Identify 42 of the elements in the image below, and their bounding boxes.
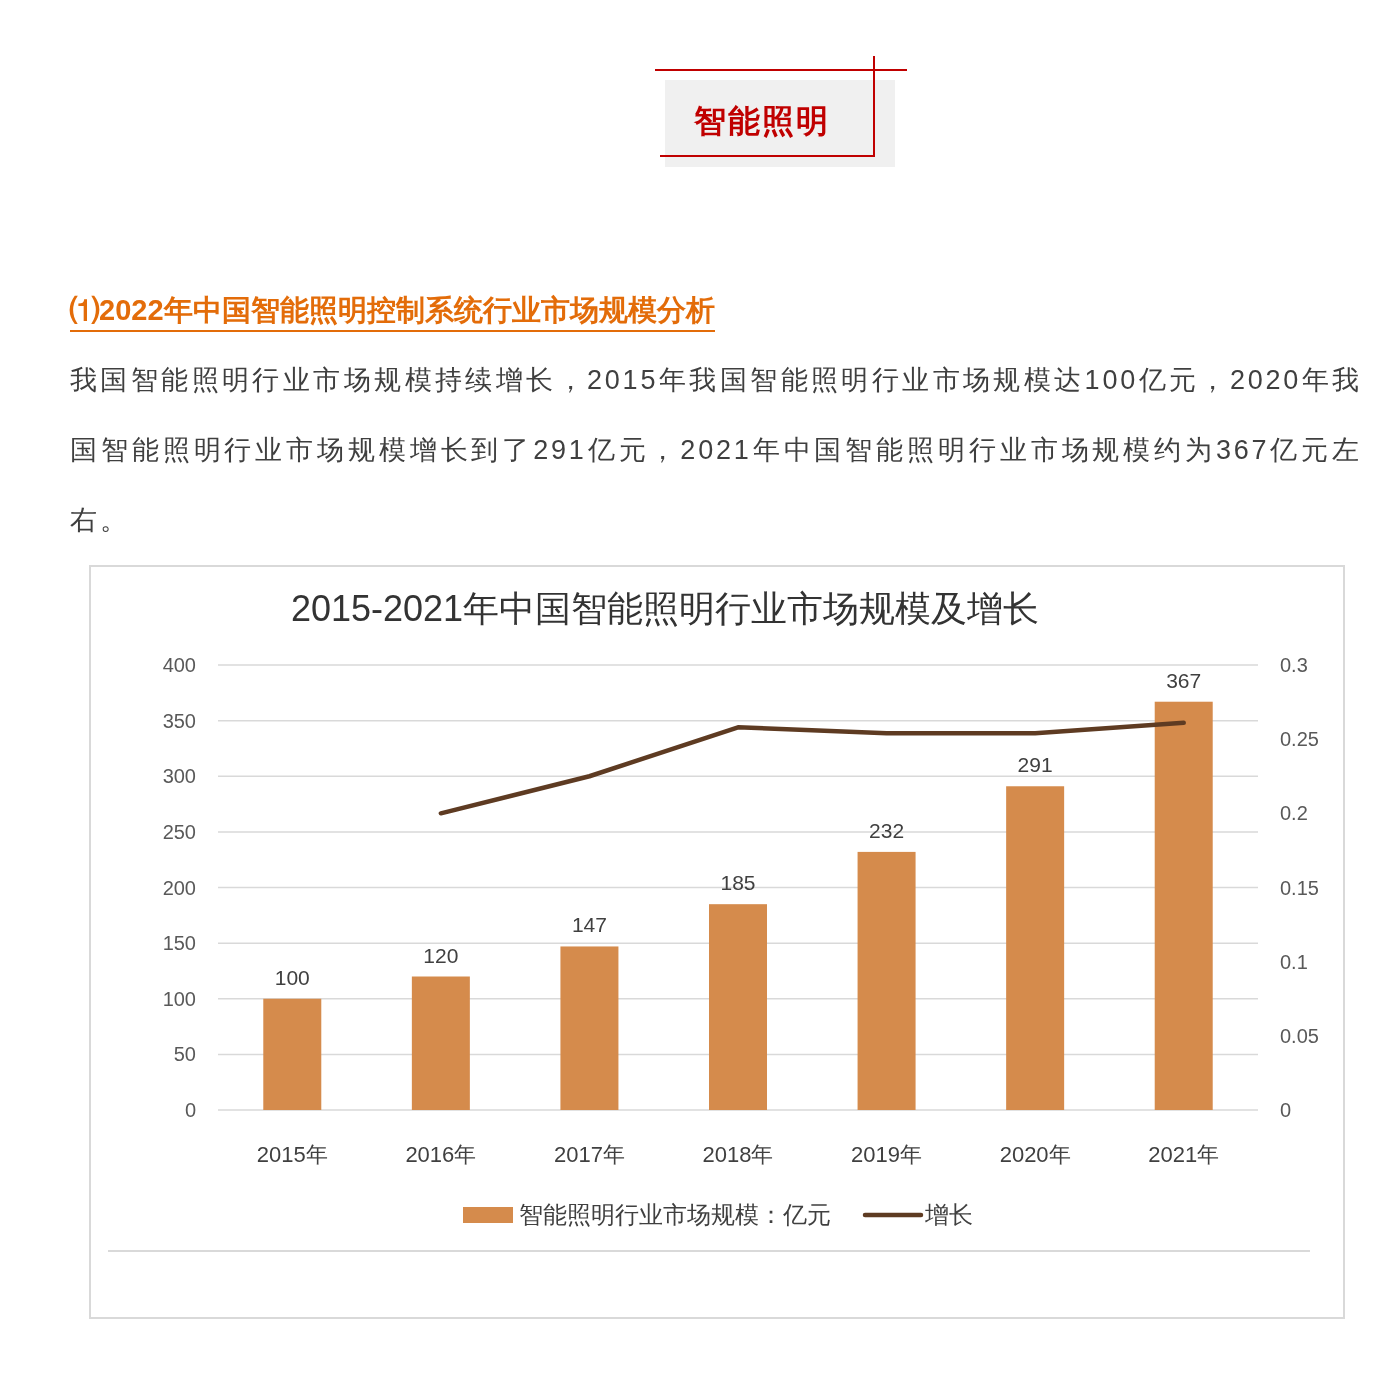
data-label: 185 [720, 871, 756, 895]
x-tick-label: 2018年 [702, 1142, 774, 1167]
bar [560, 946, 619, 1110]
y-tick-label: 350 [162, 709, 196, 732]
y-tick-label: 400 [162, 654, 196, 676]
y2-tick-label: 0.15 [1280, 876, 1319, 899]
bar [1006, 786, 1065, 1110]
y-tick-label: 250 [162, 820, 196, 843]
x-tick-label: 2019年 [851, 1142, 923, 1167]
y2-tick-label: 0.05 [1280, 1024, 1319, 1047]
data-label: 367 [1166, 668, 1202, 692]
bar [857, 851, 916, 1110]
x-tick-label: 2020年 [999, 1142, 1071, 1167]
bar [709, 904, 767, 1110]
y2-tick-label: 0.2 [1280, 802, 1308, 825]
data-label: 232 [869, 818, 905, 842]
chart-title: 2015-2021年中国智能照明行业市场规模及增长 [290, 588, 1040, 629]
data-label: 100 [274, 965, 310, 989]
bar [411, 976, 470, 1110]
text: ⑴2022年中国智能照明控制系统行业市场规模分析 [70, 290, 715, 332]
legend-label: 增长 [924, 1201, 973, 1228]
legend-label: 智能照明行业市场规模：亿元 [519, 1201, 831, 1228]
x-tick-label: 2016年 [405, 1142, 477, 1167]
y-tick-label: 0 [184, 1099, 196, 1121]
x-tick-label: 2021年 [1148, 1142, 1220, 1167]
y2-tick-label: 0.3 [1280, 654, 1308, 676]
y-tick-label: 100 [162, 987, 196, 1010]
x-tick-label: 2015年 [256, 1142, 328, 1167]
data-label: 147 [571, 913, 607, 937]
y2-tick-label: 0 [1280, 1099, 1292, 1121]
bar [263, 998, 322, 1110]
y-tick-label: 50 [173, 1043, 196, 1066]
y-tick-label: 200 [162, 876, 196, 899]
y2-tick-label: 0.25 [1280, 728, 1319, 751]
data-label: 291 [1017, 753, 1053, 777]
y2-tick-label: 0.1 [1280, 950, 1308, 973]
y-tick-label: 300 [162, 765, 196, 788]
bar [1154, 701, 1213, 1110]
text: 我国智能照明行业市场规模持续增长，2015年我国智能照明行业市场规模达100亿元，2020年我国智能照明行业市场规模增长到了291亿元，2021年中国智能照明行业市场规模约为367亿元左右。 [70, 365, 1362, 535]
y-tick-label: 150 [162, 932, 196, 955]
data-label: 120 [423, 943, 459, 967]
x-tick-label: 2017年 [553, 1142, 625, 1167]
